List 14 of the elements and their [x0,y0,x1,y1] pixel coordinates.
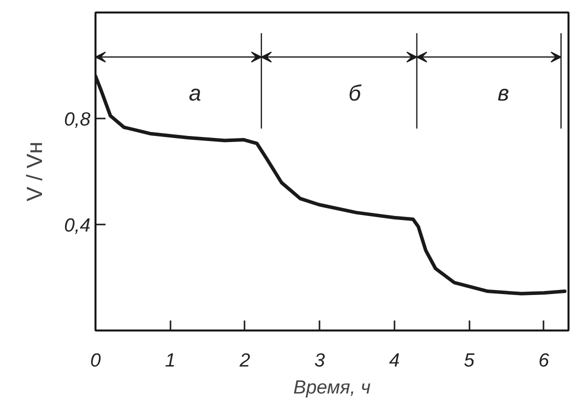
y-tick-label: 0,4 [64,216,91,236]
x-tick-label: 0 [90,350,102,372]
x-tick-label: 5 [464,350,475,372]
x-tick-label: 1 [164,350,176,372]
x-tick-label: 2 [238,350,251,372]
x-tick-label: 6 [538,350,550,372]
x-tick-label: 4 [389,350,400,372]
annotation: б [348,80,362,106]
x-axis-title: Время, ч [293,378,371,398]
annotation: а [188,80,202,106]
annotation: в [498,80,510,106]
x-tick-label: 3 [314,350,326,372]
y-tick-label: 0,8 [64,110,91,130]
y-axis-title: V / Vн [22,142,48,202]
